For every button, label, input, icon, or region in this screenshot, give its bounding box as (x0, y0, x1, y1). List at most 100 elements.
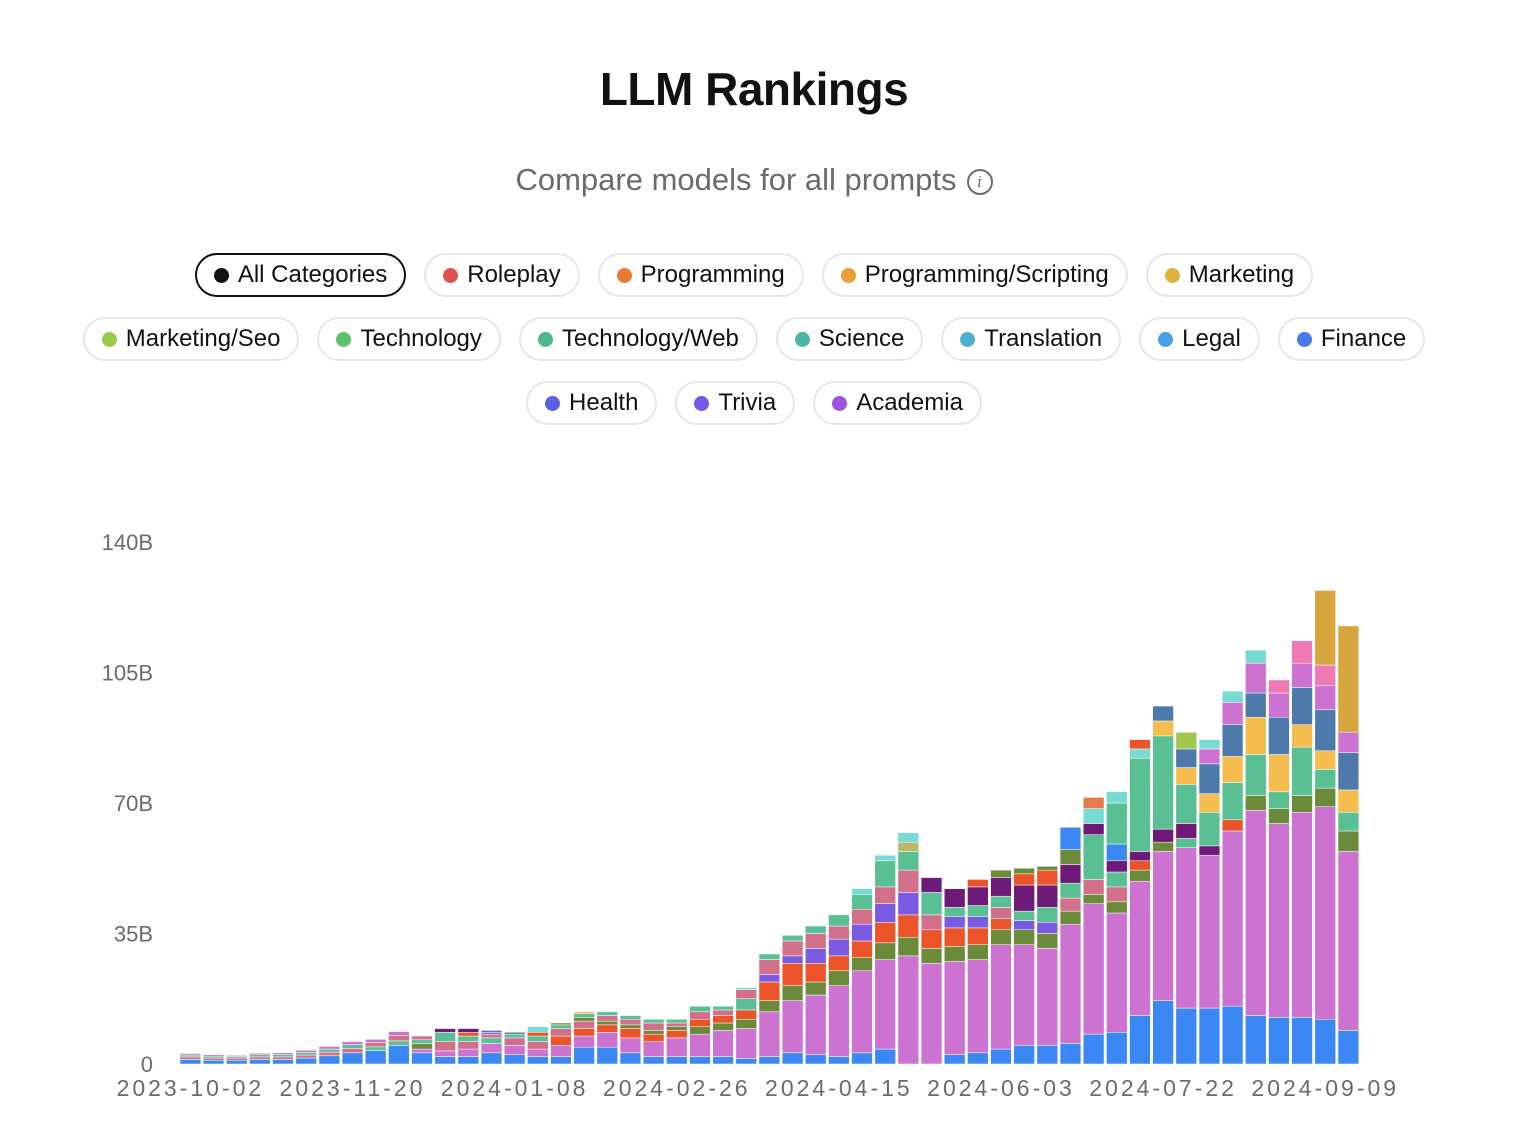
bar-segment[interactable] (434, 1050, 456, 1057)
bar-segment[interactable] (272, 1054, 294, 1058)
bar-segment[interactable] (1245, 795, 1267, 811)
bar-segment[interactable] (1337, 789, 1360, 813)
bar-segment[interactable] (318, 1055, 341, 1065)
bar-segment[interactable] (642, 1056, 665, 1065)
bar-segment[interactable] (318, 1051, 341, 1057)
bar-stack[interactable] (388, 1031, 410, 1065)
category-chip-marketing-seo[interactable]: Marketing/Seo (82, 317, 300, 361)
bar-segment[interactable] (944, 927, 966, 947)
bar-segment[interactable] (666, 1026, 688, 1031)
bar-segment[interactable] (990, 907, 1012, 919)
bar-segment[interactable] (897, 914, 920, 938)
bar-stack[interactable] (944, 888, 966, 1065)
info-icon[interactable]: i (966, 169, 993, 195)
bar-segment[interactable] (1013, 929, 1035, 945)
bar-segment[interactable] (735, 1009, 757, 1020)
bar-segment[interactable] (1106, 886, 1128, 903)
bar-segment[interactable] (573, 1046, 595, 1065)
bar-segment[interactable] (365, 1050, 387, 1065)
category-chip-science[interactable]: Science (775, 317, 924, 361)
bar-stack[interactable] (712, 1005, 734, 1065)
bar-segment[interactable] (1106, 843, 1128, 862)
bar-segment[interactable] (1129, 1015, 1151, 1065)
bar-segment[interactable] (226, 1060, 248, 1065)
bar-segment[interactable] (527, 1026, 549, 1033)
bar-segment[interactable] (874, 860, 896, 888)
bar-segment[interactable] (897, 936, 920, 957)
bar-stack[interactable] (434, 1028, 456, 1065)
bar-stack[interactable] (967, 879, 989, 1065)
bar-segment[interactable] (666, 1022, 688, 1027)
bar-segment[interactable] (1221, 782, 1244, 821)
bar-segment[interactable] (967, 905, 989, 917)
bar-segment[interactable] (897, 832, 920, 843)
bar-stack[interactable] (619, 1015, 642, 1065)
bar-segment[interactable] (1245, 754, 1267, 796)
bar-segment[interactable] (550, 1035, 572, 1046)
bar-segment[interactable] (851, 940, 873, 958)
bar-segment[interactable] (619, 1052, 642, 1065)
bar-segment[interactable] (967, 886, 989, 906)
bar-segment[interactable] (1013, 944, 1035, 1046)
bar-segment[interactable] (480, 1037, 503, 1044)
bar-segment[interactable] (249, 1052, 271, 1055)
bar-segment[interactable] (828, 938, 850, 957)
bar-segment[interactable] (990, 895, 1012, 908)
bar-segment[interactable] (318, 1046, 341, 1050)
bar-segment[interactable] (411, 1048, 433, 1054)
bar-segment[interactable] (805, 994, 827, 1055)
bar-segment[interactable] (758, 981, 781, 1001)
bar-segment[interactable] (689, 1019, 711, 1027)
bar-segment[interactable] (527, 1041, 549, 1050)
bar-segment[interactable] (1337, 1030, 1360, 1065)
bar-segment[interactable] (1175, 838, 1197, 848)
bar-segment[interactable] (1268, 791, 1290, 809)
bar-segment[interactable] (341, 1048, 364, 1054)
bar-segment[interactable] (457, 1032, 479, 1037)
bar-segment[interactable] (295, 1049, 317, 1053)
bar-segment[interactable] (874, 922, 896, 944)
bar-segment[interactable] (1059, 826, 1082, 850)
bar-stack[interactable] (457, 1028, 479, 1065)
bar-segment[interactable] (666, 1030, 688, 1039)
bar-stack[interactable] (851, 888, 873, 1065)
bar-segment[interactable] (503, 1032, 526, 1035)
bar-segment[interactable] (758, 974, 781, 983)
bar-segment[interactable] (1314, 806, 1336, 1020)
bar-segment[interactable] (1129, 881, 1151, 1016)
bar-stack[interactable] (990, 869, 1012, 1065)
bar-stack[interactable] (272, 1052, 294, 1065)
bar-stack[interactable] (1059, 826, 1082, 1065)
bar-segment[interactable] (666, 1019, 688, 1024)
bar-segment[interactable] (689, 1026, 711, 1035)
bar-segment[interactable] (1175, 731, 1197, 750)
bar-segment[interactable] (179, 1053, 202, 1056)
bar-segment[interactable] (1082, 894, 1105, 904)
bar-segment[interactable] (573, 1013, 595, 1018)
bar-segment[interactable] (1175, 784, 1197, 824)
bar-stack[interactable] (1013, 868, 1035, 1065)
bar-segment[interactable] (781, 963, 804, 986)
bar-segment[interactable] (781, 1000, 804, 1054)
bar-segment[interactable] (735, 1028, 757, 1059)
bar-stack[interactable] (1291, 640, 1313, 1065)
bar-segment[interactable] (781, 1052, 804, 1065)
bar-segment[interactable] (503, 1037, 526, 1046)
bar-segment[interactable] (1291, 662, 1313, 688)
bar-segment[interactable] (1314, 769, 1336, 789)
bar-segment[interactable] (1059, 882, 1082, 899)
bar-segment[interactable] (781, 935, 804, 942)
bar-segment[interactable] (457, 1028, 479, 1033)
bar-stack[interactable] (527, 1026, 549, 1065)
bar-segment[interactable] (179, 1056, 202, 1060)
bar-segment[interactable] (944, 888, 966, 908)
bar-segment[interactable] (1314, 664, 1336, 686)
bar-segment[interactable] (1245, 1015, 1267, 1065)
category-chip-academia[interactable]: Academia (813, 381, 982, 425)
bar-segment[interactable] (1013, 920, 1035, 931)
bar-segment[interactable] (897, 955, 920, 1065)
bar-segment[interactable] (874, 886, 896, 904)
bar-segment[interactable] (1291, 746, 1313, 796)
bar-stack[interactable] (735, 987, 757, 1065)
bar-segment[interactable] (828, 925, 850, 940)
